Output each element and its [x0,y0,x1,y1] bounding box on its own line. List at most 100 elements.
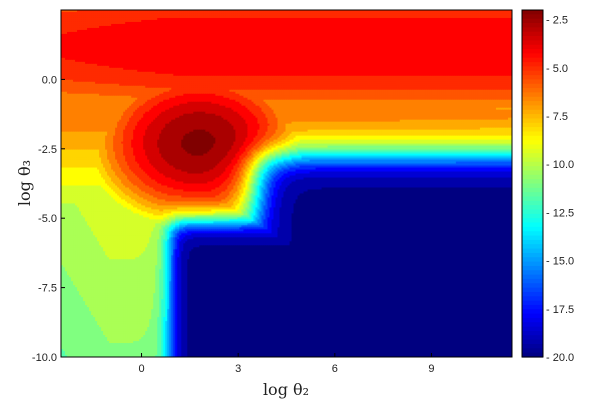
colorbar-segment [522,352,543,358]
colorbar-segment [522,10,543,15]
colorbar-segment [522,296,543,302]
colorbar-tick-label: - 2.5 [546,15,568,27]
colorbar-segment [522,274,543,280]
x-ticks: 0 3 6 9 [138,353,435,375]
colorbar-segment [522,239,543,245]
colorbar-tick-label: - 17.5 [546,304,574,316]
colorbar-segment [522,66,543,72]
colorbar-segment [522,179,543,185]
colorbar-segment [522,44,543,50]
colorbar-segment [522,235,543,241]
colorbar-segment [522,23,543,28]
colorbar-segment [522,244,543,250]
colorbar-segment [522,348,543,354]
colorbar-segment [522,257,543,263]
colorbar-segment [522,322,543,328]
y-axis-label: log θ₃ [15,160,34,206]
colorbar-segment [522,335,543,341]
y-tick-label: -7.5 [38,283,57,295]
colorbar-segment [522,261,543,267]
colorbar-segment [522,36,543,41]
colorbar-segment [522,27,543,33]
x-tick-label: 0 [138,363,144,375]
colorbar-segment [522,196,543,202]
colorbar-segment [522,200,543,206]
colorbar-segment [522,231,543,237]
colorbar-segment [522,57,543,63]
colorbar-segment [522,118,543,124]
colorbar-segment [522,148,543,154]
colorbar-tick-label: - 20.0 [546,352,574,364]
colorbar-segment [522,222,543,228]
colorbar-segment [522,192,543,198]
colorbar-segment [522,291,543,297]
colorbar-segment [522,226,543,232]
y-tick-label: -5.0 [38,213,57,225]
colorbar-segment [522,75,543,80]
y-ticks: 0.0 -2.5 -5.0 -7.5 -10.0 [32,74,65,364]
colorbar-segment [522,209,543,215]
colorbar-tick-label: - 7.5 [546,111,568,123]
colorbar-segment [522,174,543,180]
colorbar-segment [522,101,543,107]
colorbar-segment [522,144,543,150]
colorbar-segment [522,343,543,349]
colorbar-segment [522,105,543,111]
colorbar-segment [522,18,543,24]
colorbar-segment [522,205,543,211]
colorbar [521,9,544,358]
colorbar-segment [522,170,543,176]
colorbar-segment [522,339,543,345]
colorbar-segment [522,330,543,336]
colorbar-segment [522,278,543,284]
colorbar-segment [522,53,543,59]
colorbar-segment [522,92,543,98]
x-tick-label: 9 [428,363,434,375]
colorbar-frame [521,9,544,358]
colorbar-segment [522,187,543,193]
colorbar-segment [522,70,543,76]
colorbar-segment [522,153,543,159]
colorbar-segment [522,270,543,276]
colorbar-segment [522,88,543,94]
x-tick-label: 3 [235,363,241,375]
colorbar-segment [522,183,543,189]
colorbar-segment [522,131,543,137]
colorbar-segment [522,283,543,289]
colorbar-segment [522,213,543,219]
colorbar-segment [522,127,543,133]
colorbar-segment [522,252,543,258]
x-axis-label: log θ₂ [263,380,309,399]
colorbar-segment [522,114,543,120]
colorbar-segment [522,265,543,271]
colorbar-segment [522,109,543,115]
y-tick-label: -2.5 [38,144,57,156]
colorbar-segment [522,62,543,67]
x-tick-label: 6 [332,363,338,375]
colorbar-segment [522,309,543,315]
colorbar-segment [522,83,543,89]
colorbar-segment [522,140,543,146]
colorbar-tick-label: - 15.0 [546,256,574,268]
colorbar-segment [522,326,543,332]
y-tick-label: 0.0 [42,74,57,86]
colorbar-segment [522,166,543,172]
colorbar-segment [522,14,543,20]
colorbar-ticks: - 2.5 - 5.0 - 7.5 - 10.0 - 12.5 - 15.0 - 17.5 -… [546,15,574,364]
colorbar-segment [522,135,543,141]
colorbar-segment [522,40,543,46]
plot-frame [60,9,513,358]
contour-field [61,10,512,357]
colorbar-segment [522,96,543,102]
colorbar-tick-label: - 5.0 [546,63,568,75]
colorbar-segment [522,313,543,319]
colorbar-segment [522,287,543,293]
colorbar-segment [522,49,543,54]
colorbar-segment [522,317,543,323]
colorbar-segment [522,79,543,85]
colorbar-tick-label: - 10.0 [546,159,574,171]
colorbar-segment [522,300,543,306]
colorbar-segment [522,304,543,310]
colorbar-segment [522,122,543,128]
